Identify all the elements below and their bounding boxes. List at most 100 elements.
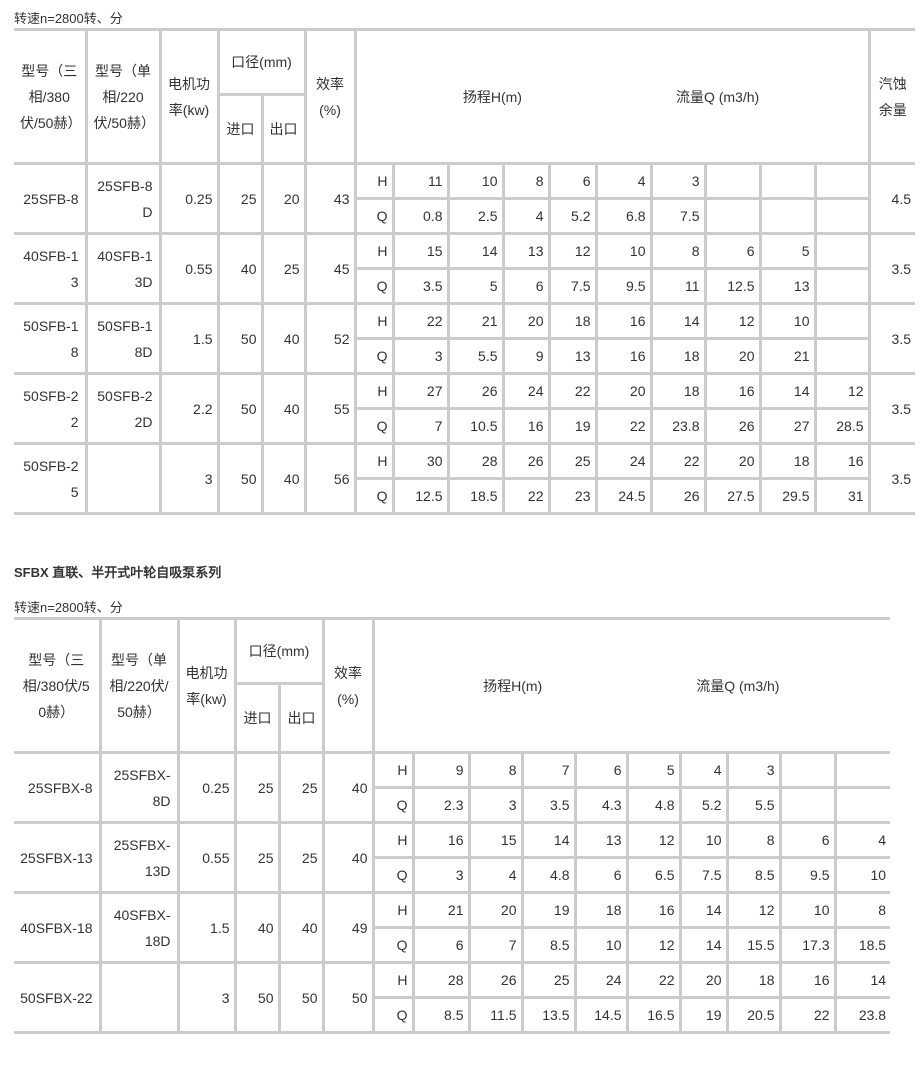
header-head-flow: 扬程H(m) 流量Q (m3/h) <box>353 28 871 165</box>
flow-value: 23.8 <box>649 407 707 445</box>
flow-value: 26 <box>649 477 707 515</box>
head-value: 26 <box>467 961 524 999</box>
power: 1.5 <box>158 302 220 375</box>
head-value <box>758 162 817 200</box>
power: 3 <box>176 961 237 1034</box>
head-value: 26 <box>501 442 551 480</box>
flow-value: 7.5 <box>678 856 729 894</box>
head-value: 16 <box>411 821 471 859</box>
head-value: 14 <box>446 232 505 270</box>
flow-value: 8.5 <box>725 856 782 894</box>
header-bore: 口径(mm) <box>216 28 307 96</box>
outlet: 50 <box>277 961 325 1034</box>
table-row: 40SFB-13 40SFB-13D 0.55 40 25 45 H 15 14 13 12 10 8 6… <box>14 232 916 305</box>
flow-value: 3 <box>411 856 471 894</box>
flow-value: 18 <box>649 337 707 375</box>
table-row: Q 6 7 8.5 10 12 14 15.5 17.3 18.5 <box>14 926 915 964</box>
head-value: 12 <box>625 821 682 859</box>
head-value: 18 <box>649 372 707 410</box>
flow-value: 22 <box>501 477 551 515</box>
table-row: 50SFB-22 50SFB-22D 2.2 50 40 55 H 27 26 24 22 20 18 1… <box>14 372 916 445</box>
power: 1.5 <box>176 891 237 964</box>
header-row: 进口 出口 <box>14 93 915 165</box>
model-1phase: 25SFBX-13D <box>98 821 180 894</box>
table-row: 50SFB-18 50SFB-18D 1.5 50 40 52 H 22 21 20 18 16 14 1… <box>14 302 916 375</box>
header-head-flow: 扬程H(m) 流量Q (m3/h) <box>371 617 891 754</box>
flow-value: 14 <box>678 926 729 964</box>
inlet: 50 <box>216 442 264 515</box>
head-value: 19 <box>520 891 577 929</box>
head-value: 6 <box>573 751 629 789</box>
table-row: 25SFBX-13 25SFBX-13D 0.55 25 25 40 H 16 15 14 13 12… <box>14 821 915 894</box>
head-value: 18 <box>758 442 817 480</box>
flow-value: 5.5 <box>725 786 782 824</box>
flow-value: 7 <box>467 926 524 964</box>
head-value: 10 <box>778 891 837 929</box>
power: 0.25 <box>158 162 220 235</box>
head-value: 21 <box>446 302 505 340</box>
flow-value: 12.5 <box>703 267 762 305</box>
head-value: 20 <box>501 302 551 340</box>
npsh: 4.5 <box>867 162 916 235</box>
head-value: 5 <box>758 232 817 270</box>
power: 3 <box>158 442 220 515</box>
flow-value: 14.5 <box>573 996 629 1034</box>
header-outlet: 出口 <box>260 93 307 165</box>
flow-value: 9.5 <box>778 856 837 894</box>
flow-value: 26 <box>703 407 762 445</box>
header-row: 型号（三相/380伏/50赫） 型号（单相/220伏/50赫） 电机功率(kw) 口径… <box>14 617 915 754</box>
header-inlet: 进口 <box>218 93 264 165</box>
head-value: 15 <box>467 821 524 859</box>
head-value: 28 <box>411 961 471 999</box>
head-label: H <box>353 442 395 480</box>
head-value: 11 <box>391 162 450 200</box>
flow-value: 4 <box>501 197 551 235</box>
outlet: 25 <box>277 751 325 824</box>
head-value: 20 <box>703 442 762 480</box>
head-value: 8 <box>467 751 524 789</box>
efficiency: 40 <box>321 751 375 824</box>
head-value <box>778 751 837 789</box>
table-row: 50SFB-25 3 50 40 56 H 30 28 26 25 24 22 20 18 16 3.5 <box>14 442 916 515</box>
flow-value: 7 <box>391 407 450 445</box>
head-value: 26 <box>446 372 505 410</box>
head-value: 5 <box>625 751 682 789</box>
flow-value: 22 <box>594 407 653 445</box>
efficiency: 43 <box>303 162 357 235</box>
flow-value: 4.8 <box>520 856 577 894</box>
head-value: 4 <box>594 162 653 200</box>
flow-label: Q <box>373 996 415 1034</box>
inlet: 50 <box>233 961 281 1034</box>
power: 0.55 <box>158 232 220 305</box>
flow-value: 31 <box>813 477 871 515</box>
head-value: 8 <box>833 891 891 929</box>
flow-value: 7.5 <box>547 267 598 305</box>
table-row: 25SFB-8 25SFB-8D 0.25 25 20 43 H 11 10 8 6 4 3 4.5 <box>14 162 916 235</box>
flow-value <box>813 337 871 375</box>
outlet: 25 <box>277 821 325 894</box>
flow-label: Q <box>355 197 395 235</box>
table-row: 25SFBX-8 25SFBX-8D 0.25 25 25 40 H 9 8 7 6 5 4 3 <box>14 751 915 824</box>
flow-value: 4.8 <box>625 786 682 824</box>
efficiency: 56 <box>303 442 357 515</box>
header-row: 型号（三相/380伏/50赫） 型号（单相/220伏/50赫） 电机功率(kw) 口径… <box>14 28 916 165</box>
head-value: 6 <box>703 232 762 270</box>
flow-value: 0.8 <box>391 197 450 235</box>
head-value: 6 <box>778 821 837 859</box>
inlet: 50 <box>216 302 264 375</box>
head-value: 25 <box>520 961 577 999</box>
flow-value: 6.8 <box>594 197 653 235</box>
head-value <box>703 162 762 200</box>
flow-value: 6 <box>501 267 551 305</box>
efficiency: 55 <box>303 372 357 445</box>
flow-value <box>703 197 762 235</box>
head-value: 13 <box>573 821 629 859</box>
head-value: 21 <box>411 891 471 929</box>
outlet: 40 <box>260 442 307 515</box>
inlet: 50 <box>216 372 264 445</box>
flow-value: 16 <box>501 407 551 445</box>
table-row: 40SFBX-18 40SFBX-18D 1.5 40 40 49 H 21 20 19 18 16 1… <box>14 891 915 964</box>
head-value: 24 <box>594 442 653 480</box>
flow-value: 16 <box>594 337 653 375</box>
head-value: 27 <box>391 372 450 410</box>
